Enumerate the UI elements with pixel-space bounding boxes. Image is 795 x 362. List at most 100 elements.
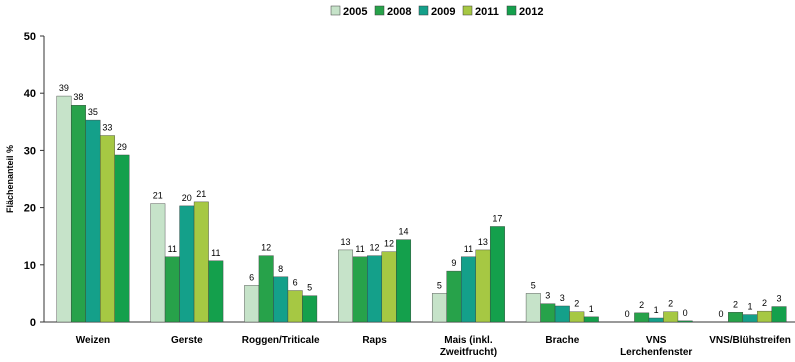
data-label: 9: [451, 258, 456, 268]
legend-swatch: [418, 5, 429, 16]
x-tick-label: Gerste: [171, 335, 203, 346]
y-tick-label: 20: [24, 203, 36, 215]
data-label: 12: [370, 243, 380, 253]
data-label: 12: [261, 243, 271, 253]
x-tick-label-line: Weizen: [76, 335, 110, 346]
x-tick-label-line: Zweitfrucht): [440, 347, 497, 357]
x-tick-label: Brache: [545, 335, 579, 346]
bar: [460, 256, 476, 323]
bar: [677, 320, 693, 323]
data-label: 6: [293, 278, 298, 288]
data-label: 11: [464, 244, 473, 254]
y-tick-label: 30: [24, 145, 36, 157]
legend-label: 2008: [387, 6, 411, 18]
bar: [742, 314, 758, 323]
data-label: 21: [153, 191, 163, 201]
bar: [475, 249, 491, 323]
bar: [757, 310, 773, 323]
bar: [273, 276, 289, 323]
data-label: 11: [211, 248, 220, 258]
bar: [258, 255, 274, 323]
bar: [583, 316, 599, 323]
bar: [648, 317, 664, 323]
x-tick-label: VNS Lerchenfenster: [620, 335, 692, 357]
x-tick-label: Weizen: [76, 335, 110, 346]
x-tick-label-line: Brache: [545, 335, 579, 346]
bar: [396, 239, 412, 323]
data-label: 38: [73, 92, 83, 102]
data-label: 0: [625, 309, 630, 319]
bar: [99, 135, 115, 323]
bar: [338, 249, 354, 323]
y-axis-label: Flächenanteil %: [5, 145, 15, 213]
x-tick-label-line: Mais (inkl.: [444, 335, 493, 346]
bar: [70, 105, 86, 323]
bar: [302, 295, 318, 323]
bar: [663, 311, 679, 323]
data-label: 2: [733, 299, 738, 309]
data-label: 2: [668, 299, 673, 309]
data-label: 1: [748, 302, 753, 312]
bar: [381, 251, 397, 323]
x-tick-label-line: VNS: [646, 335, 667, 346]
data-label: 12: [384, 239, 394, 249]
x-tick-label-line: VNS/Blühstreifen: [709, 335, 791, 346]
legend-label: 2009: [431, 6, 455, 18]
x-tick-label: Mais (inkl. Zweitfrucht): [440, 335, 497, 357]
y-tick-label: 0: [30, 317, 36, 329]
legend-swatch: [462, 5, 473, 16]
data-label: 2: [762, 298, 767, 308]
data-label: 11: [168, 244, 177, 254]
data-label: 1: [654, 305, 659, 315]
data-label: 17: [492, 213, 502, 223]
data-label: 21: [196, 189, 206, 199]
x-tick-label: Raps: [362, 335, 387, 346]
bar: [525, 293, 541, 323]
bar: [150, 203, 166, 323]
data-label: 0: [719, 309, 724, 319]
x-tick-label: VNS/Blühstreifen: [709, 335, 791, 346]
data-label: 3: [545, 291, 550, 301]
bar: [634, 312, 650, 323]
bar: [489, 226, 505, 323]
bar: [728, 312, 744, 323]
data-label: 33: [102, 123, 112, 133]
bar: [446, 270, 462, 323]
data-label: 11: [355, 244, 364, 254]
data-label: 14: [399, 227, 409, 237]
bar: [164, 256, 180, 323]
legend-swatch: [374, 5, 385, 16]
data-label: 6: [249, 272, 254, 282]
data-label: 2: [639, 300, 644, 310]
data-label: 3: [560, 293, 565, 303]
data-label: 39: [59, 83, 69, 93]
x-tick-label-line: Gerste: [171, 335, 203, 346]
bar: [114, 154, 130, 323]
data-label: 3: [777, 294, 782, 304]
bar: [569, 311, 585, 323]
legend-label: 2011: [475, 6, 499, 18]
bar: [179, 205, 195, 323]
legend-swatch: [330, 5, 341, 16]
data-label: 2: [574, 299, 579, 309]
bar: [287, 290, 303, 323]
bar: [352, 256, 368, 323]
bar: [771, 306, 787, 323]
data-label: 29: [117, 142, 127, 152]
x-tick-label-line: Roggen/Triticale: [242, 335, 320, 346]
bar: [554, 305, 570, 323]
y-tick-label: 50: [24, 31, 36, 43]
data-label: 13: [341, 237, 351, 247]
data-label: 13: [478, 237, 488, 247]
data-label: 5: [307, 283, 312, 293]
bar: [85, 119, 101, 323]
legend-label: 2012: [519, 6, 543, 18]
x-tick-label: Roggen/Triticale: [242, 335, 320, 346]
data-label: 8: [278, 264, 283, 274]
data-label: 20: [182, 193, 192, 203]
bar: [56, 95, 72, 323]
bar: [193, 201, 209, 323]
bar: [244, 285, 260, 323]
